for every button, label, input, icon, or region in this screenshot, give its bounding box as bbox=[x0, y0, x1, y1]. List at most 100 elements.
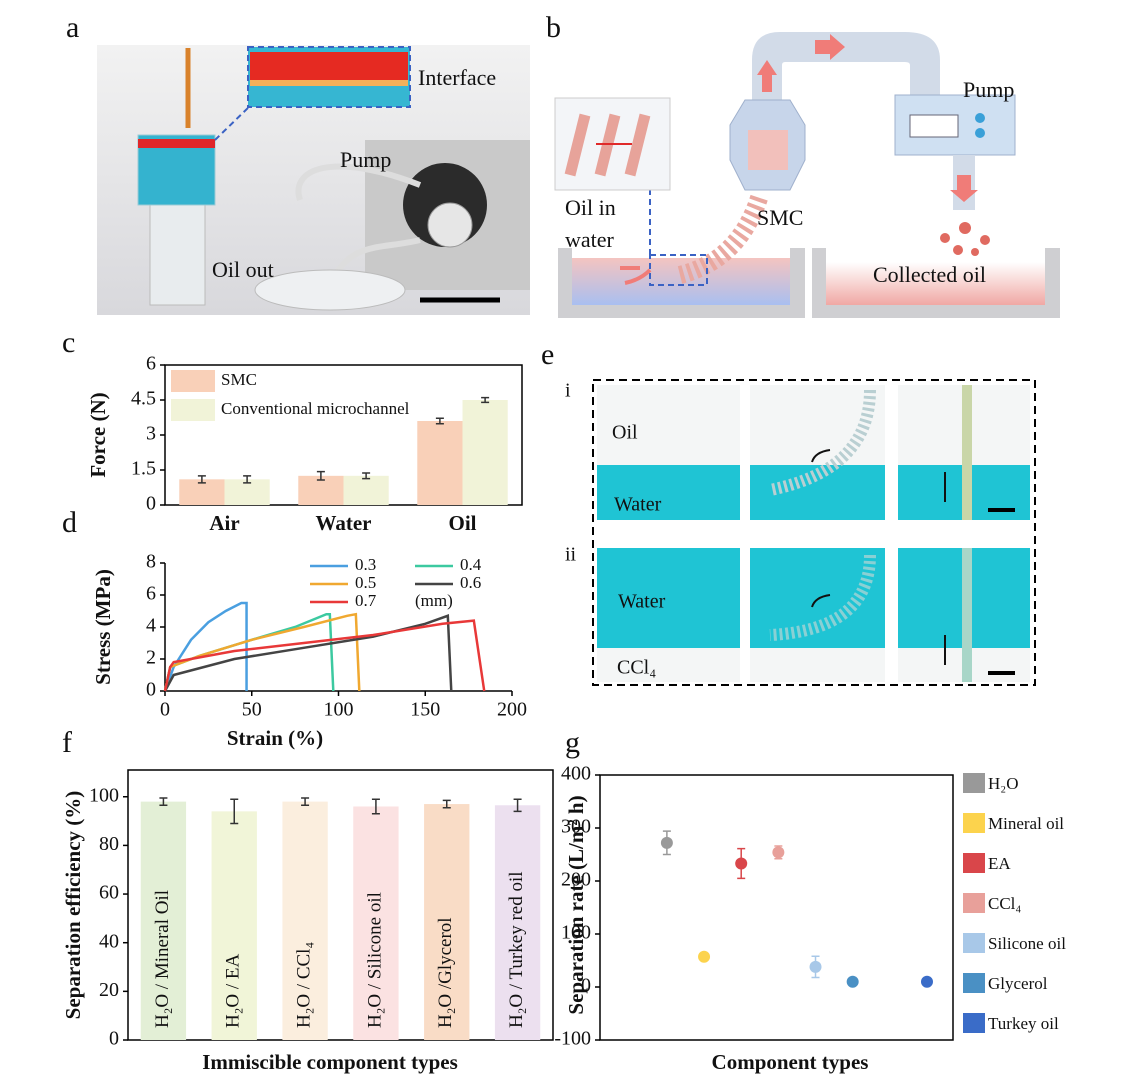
bar bbox=[417, 421, 463, 505]
pump-rotor bbox=[427, 202, 473, 248]
x-tick-label: 150 bbox=[410, 699, 440, 721]
legend-label: Mineral oil bbox=[988, 814, 1064, 833]
bar bbox=[211, 811, 257, 1040]
legend-label: 0.7 bbox=[355, 591, 377, 610]
bar bbox=[224, 479, 270, 505]
point bbox=[772, 846, 785, 859]
pipe bbox=[752, 32, 940, 100]
error-bar bbox=[316, 470, 325, 481]
inset-interface bbox=[250, 80, 408, 86]
y-tick-label: -100 bbox=[554, 1028, 591, 1050]
annotation: (mm) bbox=[415, 591, 453, 610]
photo-label: Oil out bbox=[212, 257, 274, 282]
legend-swatch bbox=[963, 813, 985, 833]
dashed-frame bbox=[592, 379, 1036, 686]
y-tick-label: 400 bbox=[561, 763, 591, 785]
bar-label: H₂O / Silicone oil bbox=[364, 892, 385, 1028]
pedestal bbox=[149, 204, 206, 306]
legend-label: EA bbox=[988, 854, 1011, 873]
y-tick-label: 100 bbox=[561, 922, 591, 944]
y-tick-label: 100 bbox=[89, 784, 119, 806]
x-axis-label: Strain (%) bbox=[227, 726, 323, 750]
y-tick-label: 2 bbox=[146, 647, 156, 669]
y-tick-label: 6 bbox=[146, 583, 156, 605]
y-tick-label: 0 bbox=[146, 679, 156, 701]
bar-label: H₂O / Turkey red oil bbox=[506, 871, 527, 1028]
point bbox=[660, 836, 673, 849]
y-tick-label: 4 bbox=[146, 615, 156, 637]
y-tick-label: 20 bbox=[99, 979, 119, 1001]
plot-frame bbox=[599, 774, 954, 1041]
x-axis-label: Immiscible component types bbox=[202, 1050, 458, 1074]
line bbox=[163, 612, 361, 692]
oil-layer bbox=[138, 139, 215, 148]
water bbox=[597, 465, 740, 520]
inset-oil bbox=[250, 52, 408, 80]
diagram-label: Collected oil bbox=[873, 262, 986, 287]
point bbox=[698, 950, 711, 963]
photo-a: Interface Pump Oil out bbox=[97, 45, 530, 315]
error-bar bbox=[481, 396, 490, 404]
legend-swatch bbox=[963, 933, 985, 953]
arrow bbox=[811, 449, 831, 463]
legend-swatch bbox=[963, 973, 985, 993]
legend-swatch bbox=[963, 1013, 985, 1033]
y-tick-label: 80 bbox=[99, 833, 119, 855]
legend-swatch bbox=[963, 893, 985, 913]
x-tick-label: 50 bbox=[242, 699, 262, 721]
panel-label: d bbox=[62, 506, 77, 539]
row-label: i bbox=[565, 380, 571, 402]
panel-label: e bbox=[541, 338, 554, 371]
flow-arrow bbox=[757, 60, 777, 92]
oil-water bbox=[572, 258, 790, 305]
y-tick-label: 60 bbox=[99, 882, 119, 904]
line bbox=[163, 614, 453, 692]
photo-e: i ii Oil Water Water CCl₄ bbox=[565, 379, 1036, 686]
zoom-box bbox=[649, 254, 708, 286]
y-tick-label: 1.5 bbox=[131, 458, 156, 480]
photo-label: Water bbox=[618, 591, 666, 613]
smc bbox=[962, 548, 972, 682]
tank-right bbox=[812, 248, 1060, 318]
photo-label: Oil bbox=[612, 422, 638, 444]
y-tick-label: 0 bbox=[146, 493, 156, 515]
bar bbox=[424, 804, 470, 1040]
panel-label: f bbox=[62, 726, 72, 759]
bar bbox=[494, 805, 541, 1040]
water bbox=[750, 465, 885, 520]
bar bbox=[179, 479, 225, 505]
photo-label: Interface bbox=[418, 65, 496, 90]
water bbox=[597, 548, 740, 648]
line bbox=[163, 601, 248, 692]
error-bar bbox=[301, 797, 310, 807]
point bbox=[846, 975, 859, 988]
y-tick-label: 0 bbox=[109, 1028, 119, 1050]
panel-label: c bbox=[62, 326, 75, 359]
y-tick-label: 6 bbox=[146, 353, 156, 375]
smc bbox=[962, 385, 972, 520]
y-axis-label: Separation rate (L/m² h) bbox=[564, 795, 588, 1014]
panel-label: g bbox=[565, 726, 580, 759]
error-bar bbox=[435, 417, 444, 425]
smc bbox=[768, 389, 876, 496]
legend-swatch bbox=[963, 853, 985, 873]
legend-label: Silicone oil bbox=[988, 934, 1066, 953]
legend-label: CCl₄ bbox=[988, 894, 1021, 913]
photo-label: Pump bbox=[340, 147, 391, 172]
error-bar bbox=[442, 799, 451, 809]
point bbox=[920, 975, 933, 988]
smc bbox=[769, 554, 876, 641]
y-tick-label: 4.5 bbox=[131, 388, 156, 410]
legend-label: Turkey oil bbox=[988, 1014, 1059, 1033]
legend-label: 0.4 bbox=[460, 555, 482, 574]
panel-label: a bbox=[66, 11, 79, 44]
legend-swatch bbox=[171, 399, 215, 421]
diagram-label: water bbox=[565, 227, 615, 252]
plot-frame bbox=[127, 769, 554, 1041]
y-tick-label: 0 bbox=[581, 975, 591, 997]
y-axis-label: Separation efficiency (%) bbox=[61, 791, 85, 1020]
x-axis-label: Component types bbox=[712, 1050, 869, 1074]
y-axis-label: Force (N) bbox=[86, 392, 110, 477]
row-i bbox=[597, 385, 1030, 520]
bar-label: H₂O /Glycerol bbox=[435, 917, 456, 1028]
